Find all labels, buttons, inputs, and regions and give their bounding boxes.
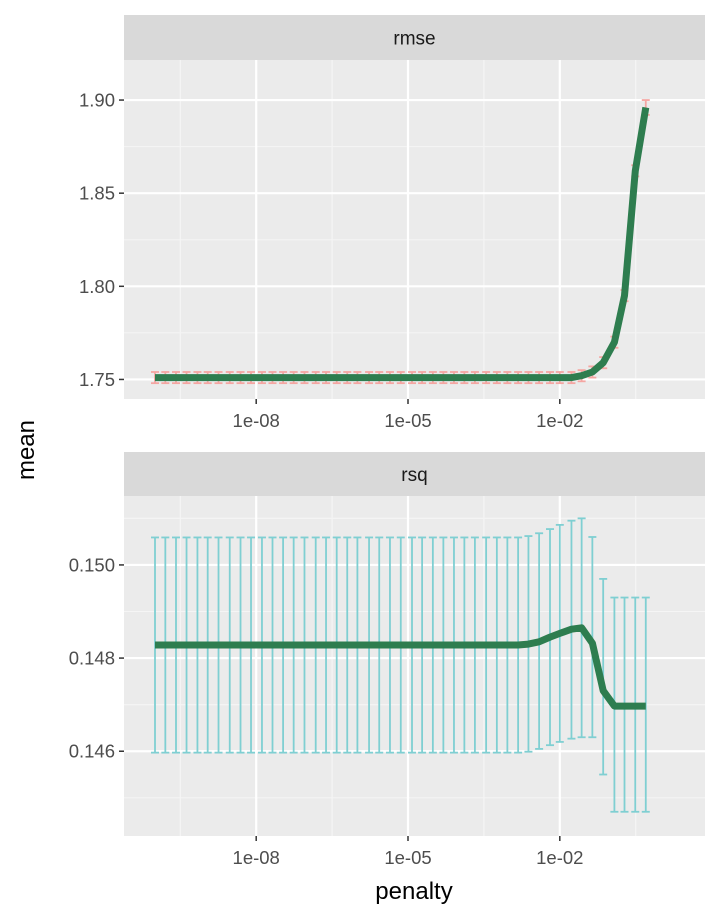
x-tick-label: 1e-08	[233, 847, 280, 868]
facet-panel-rsq: rsq 0.146 0.148 0.150 1e-08 1e-05 1e-02	[69, 452, 705, 868]
y-tick-label: 1.90	[79, 90, 115, 111]
x-tick-label: 1e-02	[536, 410, 583, 431]
x-tick-label: 1e-05	[384, 410, 431, 431]
facet-strip	[124, 452, 705, 496]
x-axis-title: penalty	[375, 878, 452, 905]
panel-background	[124, 60, 705, 399]
x-tick-label: 1e-02	[536, 847, 583, 868]
y-axis-title: mean	[13, 420, 40, 480]
x-tick-label: 1e-05	[384, 847, 431, 868]
panel-background	[124, 496, 705, 836]
y-tick-label: 0.146	[69, 741, 115, 762]
mean-line	[155, 106, 650, 382]
y-tick-label: 1.85	[79, 183, 115, 204]
mean-line	[155, 624, 646, 710]
facet-panel-rmse: rmse 1.75 1.80 1.85 1.90 1e-08 1e-05 1e-02	[79, 15, 705, 431]
x-tick-label: 1e-08	[233, 410, 280, 431]
facet-strip-label: rsq	[401, 465, 427, 486]
facet-strip	[124, 15, 705, 60]
y-tick-label: 0.150	[69, 554, 115, 575]
y-tick-label: 1.80	[79, 276, 115, 297]
facet-strip-label: rmse	[393, 29, 435, 50]
y-tick-label: 1.75	[79, 369, 115, 390]
y-tick-label: 0.148	[69, 648, 115, 669]
